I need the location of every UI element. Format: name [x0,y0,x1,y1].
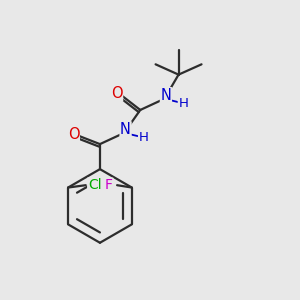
Text: H: H [178,97,188,110]
Text: Cl: Cl [88,178,101,192]
Text: F: F [105,178,113,192]
Text: N: N [160,88,171,103]
Text: N: N [120,122,131,137]
Text: O: O [111,86,122,101]
Text: O: O [68,127,79,142]
Text: H: H [139,131,148,144]
